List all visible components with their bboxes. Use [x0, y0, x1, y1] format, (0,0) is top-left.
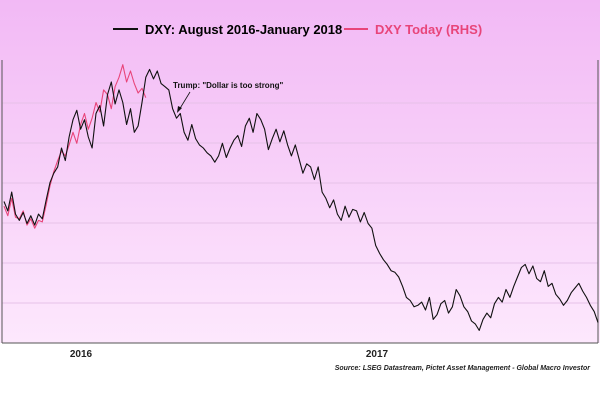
trump-annotation: Trump: "Dollar is too strong" — [173, 81, 283, 113]
source-note: Source: LSEG Datastream, Pictet Asset Ma… — [335, 365, 592, 372]
x-tick-label-2017: 2017 — [366, 349, 389, 360]
annotation-arrow-head — [177, 106, 182, 113]
series-line-dxy-today — [3, 64, 147, 229]
gridlines — [2, 102, 598, 304]
legend: DXY: August 2016-January 2018 DXY Today … — [113, 22, 482, 37]
legend-label-today: DXY Today (RHS) — [375, 22, 482, 37]
series-line-dxy-2016-2018 — [3, 68, 599, 331]
x-tick-label-2016: 2016 — [70, 349, 93, 360]
plot-background — [0, 0, 600, 343]
legend-label-dxy: DXY: August 2016-January 2018 — [145, 22, 342, 37]
annotation-arrow-line — [178, 91, 191, 111]
series-layer — [3, 64, 599, 331]
annotation-text: Trump: "Dollar is too strong" — [173, 81, 283, 90]
